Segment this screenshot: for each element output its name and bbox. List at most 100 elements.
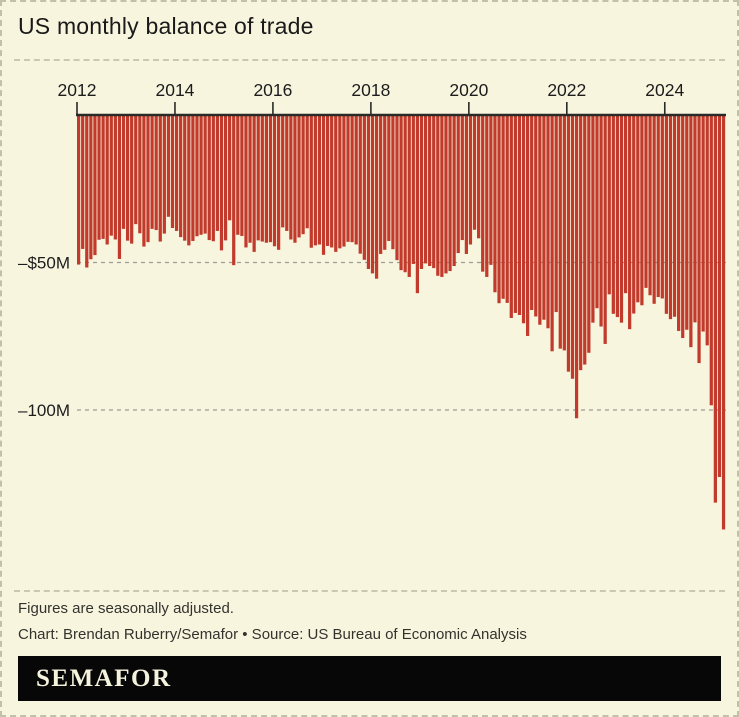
- semafor-wordmark: SEMAFOR: [36, 664, 172, 692]
- bar: [681, 115, 685, 339]
- bar: [656, 115, 660, 298]
- bar: [325, 115, 330, 246]
- bar: [501, 115, 505, 299]
- bar: [293, 115, 297, 243]
- bar: [350, 115, 354, 243]
- chart-canvas: –$50M –100M 2012 2014 2016 2018 2020 2022 2024: [18, 80, 726, 530]
- bar: [628, 115, 632, 330]
- bar: [668, 115, 673, 320]
- bar: [456, 115, 460, 254]
- bar: [587, 115, 591, 353]
- bar: [358, 115, 362, 254]
- bar: [485, 115, 489, 277]
- bar: [509, 115, 513, 318]
- bar: [689, 115, 693, 348]
- bar: [89, 115, 93, 260]
- bar: [546, 115, 550, 329]
- bar: [550, 115, 554, 352]
- bar: [697, 115, 701, 364]
- bar: [130, 115, 134, 244]
- bar: [297, 115, 301, 238]
- bar: [542, 115, 546, 320]
- bar: [374, 115, 379, 279]
- x-tick-label: 2022: [547, 80, 586, 100]
- bar: [281, 115, 285, 228]
- bar: [574, 115, 579, 419]
- chart-footnote: Figures are seasonally adjusted.: [18, 600, 234, 617]
- bar: [117, 115, 122, 259]
- bar: [134, 115, 138, 225]
- bar: [538, 115, 542, 325]
- bar: [179, 115, 183, 238]
- title-divider: [14, 59, 725, 61]
- bar: [395, 115, 399, 261]
- bar: [199, 115, 203, 235]
- bar: [619, 115, 624, 323]
- bar: [611, 115, 615, 314]
- bar: [125, 115, 130, 241]
- bar: [423, 115, 428, 264]
- bar: [195, 115, 199, 237]
- trade-balance-chart: –$50M –100M 2012 2014 2016 2018 2020 2022 2024: [2, 77, 737, 587]
- bar: [232, 115, 236, 266]
- x-tick-label: 2012: [58, 80, 97, 100]
- bar: [664, 115, 669, 314]
- bar: [403, 115, 407, 273]
- bar: [517, 115, 522, 316]
- bar: [166, 115, 171, 217]
- bar: [448, 115, 452, 272]
- bar: [109, 115, 113, 236]
- bar: [428, 115, 432, 267]
- bar: [497, 115, 501, 304]
- x-tick-label: 2014: [155, 80, 194, 100]
- bar: [313, 115, 317, 246]
- bar: [701, 115, 705, 332]
- bar: [101, 115, 105, 239]
- bar: [721, 115, 726, 530]
- bar: [277, 115, 281, 250]
- bar: [158, 115, 162, 242]
- bar: [150, 115, 154, 229]
- bar: [693, 115, 697, 323]
- bar: [534, 115, 538, 317]
- bar: [521, 115, 526, 324]
- bar: [505, 115, 509, 303]
- bar: [685, 115, 689, 330]
- bar: [97, 115, 101, 240]
- bar: [154, 115, 158, 231]
- x-tick-label: 2020: [449, 80, 488, 100]
- bar: [607, 115, 611, 295]
- bar: [183, 115, 187, 241]
- y-tick-label: –100M: [18, 401, 70, 420]
- bar: [228, 115, 232, 221]
- bar: [525, 115, 530, 336]
- bar: [256, 115, 260, 241]
- bar: [264, 115, 268, 243]
- bar: [644, 115, 648, 288]
- bar: [677, 115, 681, 331]
- bar: [383, 115, 387, 250]
- bar: [472, 115, 477, 230]
- chart-title: US monthly balance of trade: [18, 13, 314, 39]
- bar: [207, 115, 211, 241]
- bar: [219, 115, 224, 251]
- bar: [407, 115, 411, 277]
- bar: [317, 115, 322, 245]
- footer-divider: [14, 590, 725, 592]
- bar: [717, 115, 722, 477]
- bar: [268, 115, 273, 243]
- bar: [236, 115, 240, 235]
- y-tick-label: –$50M: [18, 254, 70, 273]
- bar: [599, 115, 603, 327]
- semafor-logo-bar: SEMAFOR: [18, 656, 721, 701]
- bar: [260, 115, 264, 242]
- bar: [566, 115, 571, 372]
- bar: [215, 115, 220, 231]
- bar: [346, 115, 350, 242]
- bar: [146, 115, 150, 243]
- bar: [77, 115, 81, 265]
- bar: [640, 115, 644, 306]
- bar: [493, 115, 497, 293]
- bar: [468, 115, 473, 245]
